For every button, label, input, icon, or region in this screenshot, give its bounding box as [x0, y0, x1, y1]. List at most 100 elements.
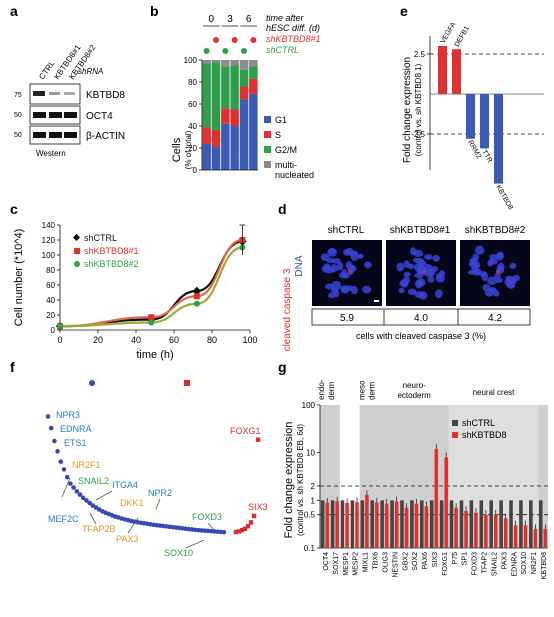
panel-f: f NPR3 EDNRA ETS1 NR2F1 SNAIL2 ITGA4 NPR2 MEF2C… — [10, 359, 268, 558]
d-nucleus-2-32 — [472, 268, 482, 274]
band-oct4-2 — [64, 112, 77, 118]
b-ytick-label-4: 80 — [188, 78, 197, 87]
panel-letter-e: e — [400, 3, 408, 19]
g-xlabel-mesp2: MESP2 — [353, 552, 360, 576]
g-group-endo-2: derm — [327, 381, 336, 400]
d-nucleus-1-27 — [419, 259, 427, 266]
legend-swatch-s — [264, 131, 271, 138]
g-bar-ctrl-mesp2 — [350, 500, 355, 548]
g-xlabel-tbx6: TBX6 — [373, 552, 380, 570]
g-bar-kb-six3 — [434, 448, 439, 548]
g-xlabel-tfap2: TFAP2 — [482, 552, 489, 574]
band-actin-ctrl — [33, 132, 46, 138]
panel-a: a CTRL KBTBD8#1 KBTBD8#2 shRNA 75 KBTBD8… — [10, 3, 125, 158]
e-label-defb1: DEFB1 — [454, 25, 471, 48]
d-col-shkbtbd8-2: shKBTBD8#2 — [465, 225, 526, 236]
g-bar-kb-oct4 — [325, 502, 330, 548]
b-bar-1-2 — [211, 62, 221, 131]
d-nucleus-2-16 — [475, 245, 485, 255]
d-col-shkbtbd8-1: shKBTBD8#1 — [390, 225, 451, 236]
g-xlabel-gbx2: GBX2 — [402, 552, 409, 571]
g-bar-ctrl-tbx6 — [370, 500, 375, 548]
b-bar-4-1 — [239, 86, 249, 100]
f-gene-label-itga4: ITGA4 — [112, 480, 138, 490]
b-green-dot-1 — [222, 48, 229, 54]
d-nucleus-1-16 — [403, 271, 411, 277]
b-bar-4-3 — [239, 60, 249, 70]
g-xlabel-nr2f1: NR2F1 — [531, 552, 538, 574]
d-nucleus-2-11 — [479, 271, 488, 277]
b-red-dot-2 — [250, 37, 257, 43]
f-down-point-10 — [77, 492, 83, 497]
f-arrow-5 — [207, 522, 215, 531]
d-nucleus-0-26 — [320, 253, 330, 261]
g-group-band-2 — [379, 405, 449, 548]
e-label-kbtbd8: KBTBD8 — [494, 184, 514, 211]
g-xlabel-oct4: OCT4 — [323, 552, 330, 571]
b-bar-2-1 — [221, 108, 230, 124]
legend-g1: G1 — [275, 115, 287, 125]
d-nucleus-2-12 — [494, 277, 503, 284]
panel-letter-d: d — [278, 201, 287, 217]
b-green-dot-0 — [203, 48, 210, 54]
c-ytick-label-3: 60 — [46, 281, 55, 290]
f-down-point-6 — [64, 474, 70, 480]
f-down-point-7 — [68, 481, 73, 486]
b-red-dot-0 — [213, 37, 219, 43]
g-bar-kb-sp1 — [464, 510, 468, 548]
g-group-neuro-1: neuro- — [403, 381, 426, 390]
f-chart: NPR3 EDNRA ETS1 NR2F1 SNAIL2 ITGA4 NPR2 MEF2C DK… — [45, 410, 268, 558]
g-xlabel-kbtbd8: KBTBD8 — [541, 552, 548, 579]
e-bar-defb1 — [452, 49, 461, 94]
legend-shctrl: shCTRL — [266, 45, 299, 55]
g-bar-kb-sox10 — [523, 525, 528, 548]
g-bar-kb-tfap2 — [484, 514, 488, 548]
b-bar-1-3 — [211, 60, 221, 63]
d-nucleus-0-33 — [348, 251, 357, 257]
d-nucleus-1-10 — [418, 291, 428, 300]
g-bar-kb-kbtbd8 — [543, 529, 548, 548]
d-nucleus-1-19 — [407, 288, 417, 296]
b-ytick-label-3: 60 — [188, 100, 197, 109]
g-bar-kb-sox2 — [414, 503, 419, 548]
d-scalebar — [374, 300, 379, 302]
b-bar-4-2 — [239, 69, 249, 87]
c-xtick-label-2: 40 — [131, 335, 141, 345]
c-ytick-label-5: 100 — [42, 251, 56, 260]
d-caspase-spot-0 — [348, 270, 352, 274]
b-ylabel-1: Cells — [171, 137, 183, 162]
d-nucleus-1-23 — [410, 247, 417, 256]
d-nucleus-2-25 — [473, 261, 481, 269]
d-nucleus-1-9 — [416, 277, 426, 287]
f-arrow-1 — [95, 490, 113, 501]
g-bar-ctrl-olig3 — [380, 500, 384, 548]
d-nucleus-0-29 — [344, 285, 354, 292]
g-bar-ctrl-oct4 — [320, 500, 325, 548]
b-chart: 0 20 40 60 80 100 0 3 6 — [184, 14, 258, 175]
c-ytick-label-7: 140 — [42, 221, 56, 230]
f-gene-label-npr2: NPR2 — [148, 488, 172, 498]
f-down-point-3 — [55, 449, 60, 454]
g-bar-kb-nestin — [394, 501, 399, 548]
d-nucleus-1-2 — [427, 276, 435, 283]
c-point-1-2 — [193, 293, 200, 300]
b-ytick-label-2: 40 — [188, 122, 197, 131]
g-bar-ctrl-nr2f1 — [529, 500, 533, 548]
e-ylabel-1: Fold change expression — [402, 57, 413, 163]
b-red-dot-1 — [231, 37, 238, 43]
c-ylabel: Cell number (*10^4) — [13, 229, 25, 326]
panel-letter-a: a — [10, 3, 18, 19]
g-bar-ctrl-mixl1 — [360, 500, 365, 548]
g-group-band-3 — [538, 405, 548, 548]
g-ylabel-1: Fold change expression — [283, 422, 295, 539]
d-nucleus-2-23 — [493, 290, 500, 297]
b-bar-1-0 — [211, 146, 221, 170]
b-bar-5-1 — [249, 78, 258, 95]
f-arrow-2 — [155, 498, 161, 510]
d-nucleus-1-31 — [399, 278, 409, 288]
g-xlabel-foxg1: FOXG1 — [442, 552, 449, 576]
panel-g: g Fold change expression (control vs. sh… — [278, 359, 548, 579]
f-up-point-2 — [239, 527, 245, 533]
d-nucleus-2-15 — [486, 276, 497, 286]
